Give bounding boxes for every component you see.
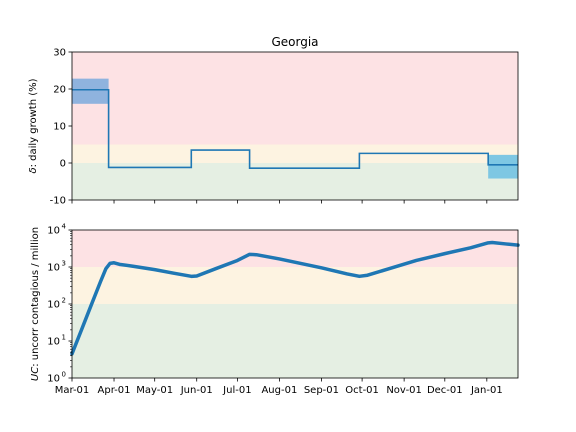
growth-axes-frame (71, 51, 519, 201)
growth-y-axis-label: δ: daily growth (%) (28, 78, 39, 173)
contagious-zones (72, 230, 518, 378)
contagious-y-tick-exponent: 1 (62, 334, 66, 342)
x-tick-label: Aug-01 (261, 385, 297, 396)
growth-y-axis-text: : daily growth (%) (28, 78, 39, 167)
growth-x-ticks (71, 200, 488, 204)
growth-step-line (72, 88, 518, 169)
contagious-x-ticks: Mar-01 Apr-01 May-01 Jun-01 Jul-01 Aug-01 Sep-… (55, 378, 503, 396)
contagious-y-tick-exponent: 0 (62, 371, 66, 379)
x-tick-label: Jan-01 (470, 385, 503, 396)
growth-y-tick-label: 10 (53, 122, 66, 133)
x-tick-label: Nov-01 (386, 385, 422, 396)
x-tick-label: Apr-01 (98, 385, 131, 396)
growth-zone-2 (72, 52, 518, 145)
growth-zone-0 (72, 163, 518, 200)
growth-y-ticks: -10 0 10 20 30 (50, 48, 72, 207)
growth-band-0 (72, 78, 109, 104)
growth-y-tick-label: -10 (50, 196, 66, 207)
growth-panel: -10 0 10 20 30 Georgia δ: daily growth (%) (28, 35, 519, 207)
x-tick-label: Sep-01 (304, 385, 339, 396)
growth-y-tick-label: 0 (60, 159, 66, 170)
contagious-y-tick-label: 10 (47, 337, 60, 348)
x-tick-label: Dec-01 (427, 385, 463, 396)
contagious-axes-frame (71, 229, 519, 379)
growth-zones (72, 52, 518, 200)
growth-y-axis-symbol: δ (28, 167, 39, 173)
contagious-y-tick-exponent: 4 (62, 223, 67, 231)
contagious-y-tick-exponent: 3 (62, 260, 66, 268)
growth-band-1 (488, 154, 518, 179)
growth-y-tick-label: 30 (53, 48, 66, 59)
x-tick-label: Jul-01 (222, 385, 251, 396)
growth-y-tick-label: 20 (53, 85, 66, 96)
contagious-y-tick-label: 10 (47, 263, 60, 274)
growth-uncertainty-bands (72, 78, 518, 179)
contagious-y-tick-exponent: 2 (62, 297, 66, 305)
contagious-y-axis-text: : uncorr contagious / million (30, 227, 41, 367)
growth-step-path (72, 88, 518, 169)
contagious-y-axis-symbol: UC (30, 367, 41, 381)
chart-title: Georgia (271, 35, 318, 49)
growth-zone-1 (72, 144, 518, 163)
contagious-path (70, 240, 520, 356)
x-tick-label: Oct-01 (345, 385, 379, 396)
contagious-y-tick-label: 10 (47, 300, 60, 311)
x-tick-label: May-01 (136, 385, 173, 396)
x-tick-label: Mar-01 (55, 385, 90, 396)
contagious-zone-0 (72, 304, 518, 378)
contagious-y-tick-label: 10 (47, 374, 60, 385)
contagious-y-tick-label: 10 (47, 226, 60, 237)
contagious-y-axis-label: UC: uncorr contagious / million (30, 227, 41, 381)
contagious-zone-1 (72, 267, 518, 304)
contagious-line (70, 240, 520, 356)
x-tick-label: Jun-01 (180, 385, 213, 396)
